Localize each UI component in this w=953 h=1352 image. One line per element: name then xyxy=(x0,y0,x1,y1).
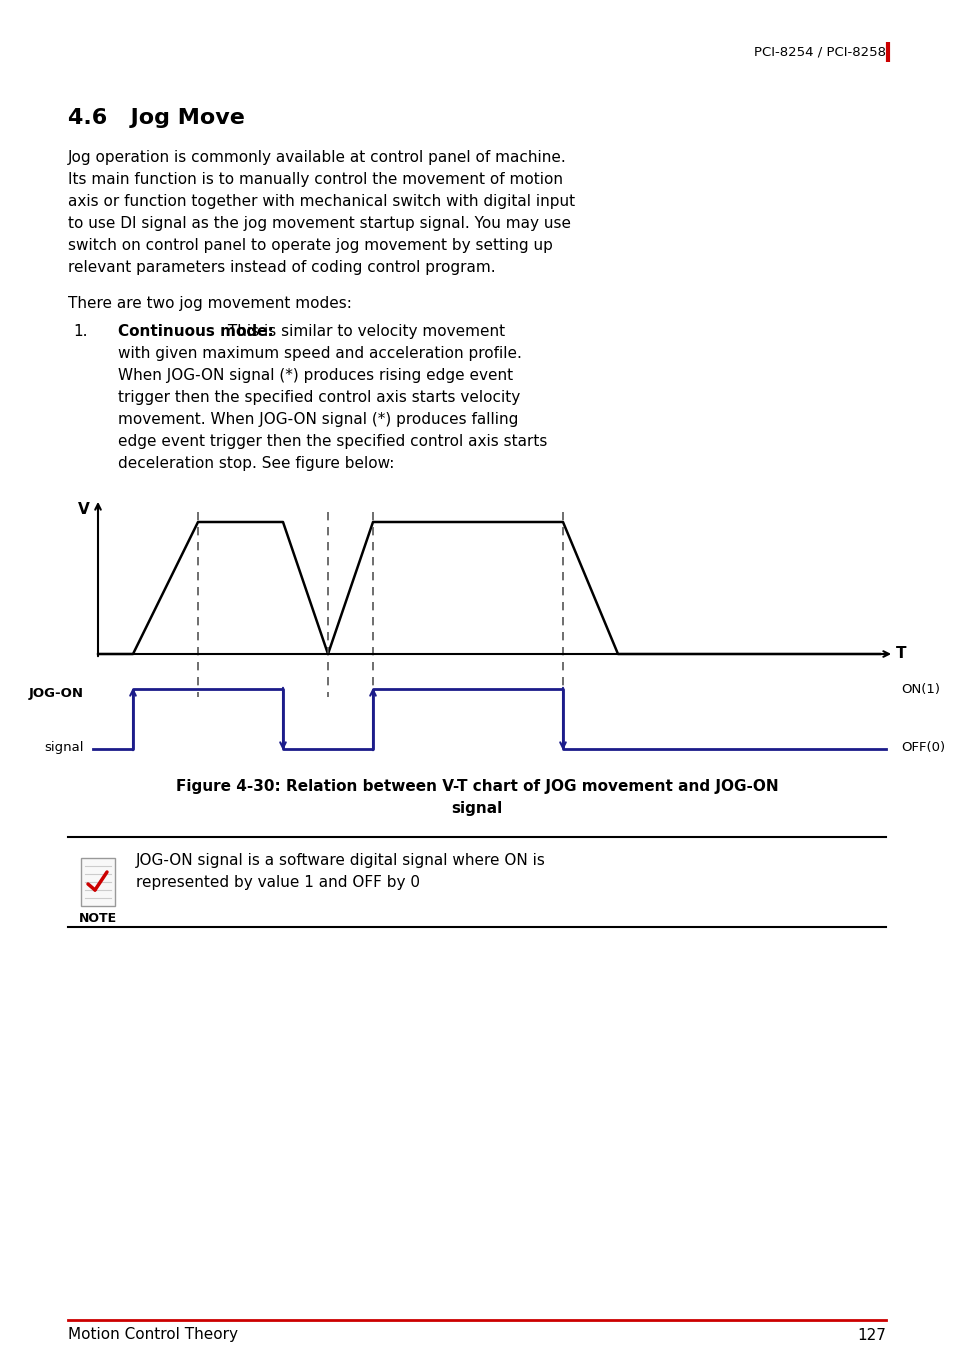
Text: deceleration stop. See figure below:: deceleration stop. See figure below: xyxy=(118,456,394,470)
Text: edge event trigger then the specified control axis starts: edge event trigger then the specified co… xyxy=(118,434,547,449)
Text: V: V xyxy=(78,502,90,516)
Text: movement. When JOG-ON signal (*) produces falling: movement. When JOG-ON signal (*) produce… xyxy=(118,412,517,427)
Text: switch on control panel to operate jog movement by setting up: switch on control panel to operate jog m… xyxy=(68,238,553,253)
Text: Its main function is to manually control the movement of motion: Its main function is to manually control… xyxy=(68,172,562,187)
Text: 127: 127 xyxy=(856,1328,885,1343)
Text: JOG-ON signal is a software digital signal where ON is: JOG-ON signal is a software digital sign… xyxy=(136,853,545,868)
Text: axis or function together with mechanical switch with digital input: axis or function together with mechanica… xyxy=(68,193,575,210)
Text: PCI-8254 / PCI-8258: PCI-8254 / PCI-8258 xyxy=(753,46,885,58)
Text: signal: signal xyxy=(45,741,84,753)
Text: When JOG-ON signal (*) produces rising edge event: When JOG-ON signal (*) produces rising e… xyxy=(118,368,513,383)
Text: OFF(0): OFF(0) xyxy=(900,741,944,753)
Text: to use DI signal as the jog movement startup signal. You may use: to use DI signal as the jog movement sta… xyxy=(68,216,571,231)
Text: This is similar to velocity movement: This is similar to velocity movement xyxy=(223,324,504,339)
Text: 4.6   Jog Move: 4.6 Jog Move xyxy=(68,108,245,128)
Text: 1.: 1. xyxy=(73,324,88,339)
Text: There are two jog movement modes:: There are two jog movement modes: xyxy=(68,296,352,311)
Text: T: T xyxy=(895,646,905,661)
Text: NOTE: NOTE xyxy=(79,913,117,925)
FancyBboxPatch shape xyxy=(81,859,115,906)
Text: ON(1): ON(1) xyxy=(900,683,939,695)
Text: Motion Control Theory: Motion Control Theory xyxy=(68,1328,237,1343)
Text: represented by value 1 and OFF by 0: represented by value 1 and OFF by 0 xyxy=(136,875,419,890)
Text: with given maximum speed and acceleration profile.: with given maximum speed and acceleratio… xyxy=(118,346,521,361)
Text: Continuous mode:: Continuous mode: xyxy=(118,324,274,339)
Text: signal: signal xyxy=(451,800,502,817)
Text: JOG-ON: JOG-ON xyxy=(29,688,84,700)
Text: trigger then the specified control axis starts velocity: trigger then the specified control axis … xyxy=(118,389,519,406)
Text: relevant parameters instead of coding control program.: relevant parameters instead of coding co… xyxy=(68,260,496,274)
Text: Figure 4-30: Relation between V-T chart of JOG movement and JOG-ON: Figure 4-30: Relation between V-T chart … xyxy=(175,779,778,794)
Text: Jog operation is commonly available at control panel of machine.: Jog operation is commonly available at c… xyxy=(68,150,566,165)
